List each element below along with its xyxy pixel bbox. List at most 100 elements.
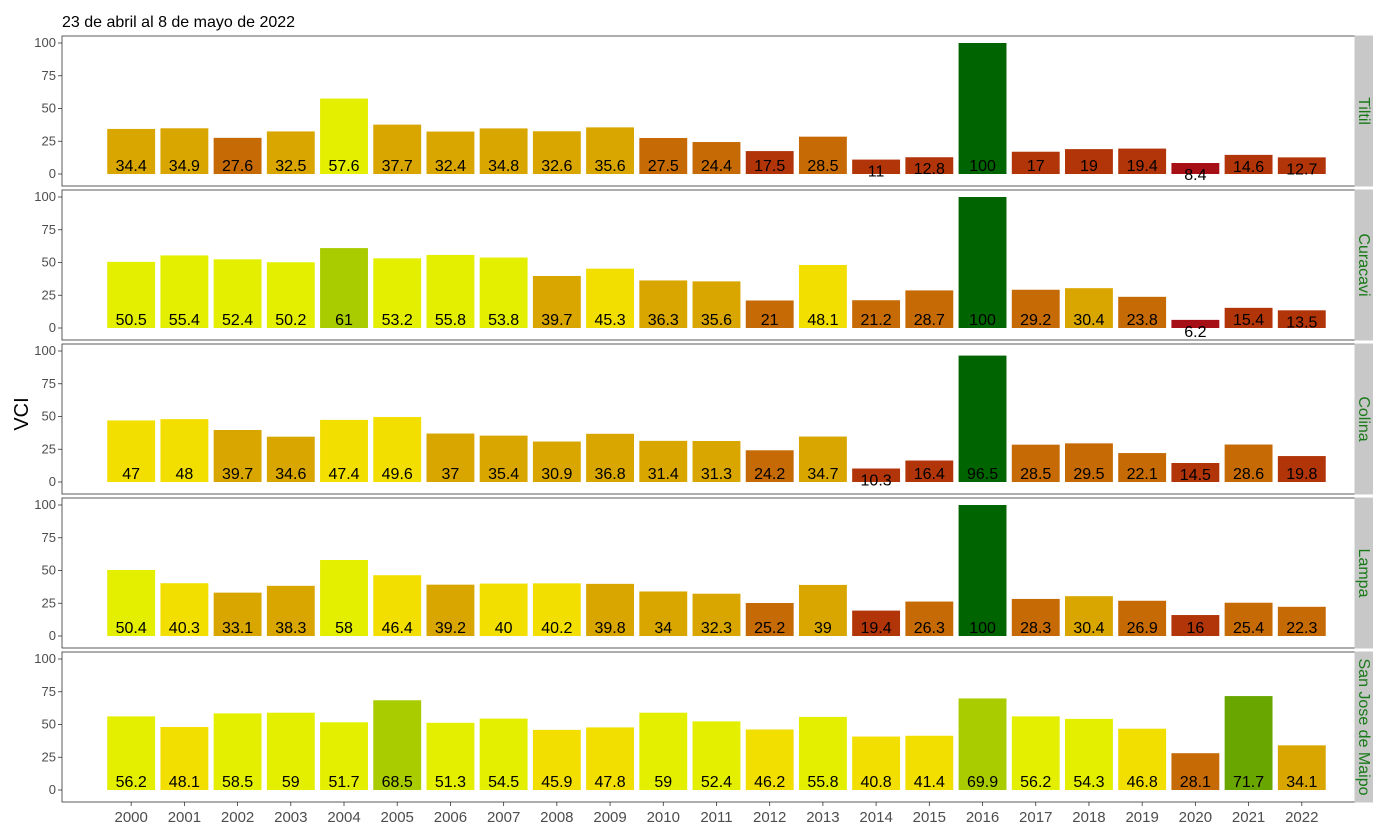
bar-2007	[479, 718, 528, 790]
bar-2008	[532, 275, 581, 328]
bar-2019	[1118, 600, 1167, 636]
data-label: 30.4	[1073, 312, 1104, 329]
y-tick-label: 0	[49, 628, 56, 643]
bar-2022	[1277, 745, 1326, 790]
bar-2010	[639, 137, 688, 174]
data-label: 34.4	[116, 158, 147, 175]
data-label: 19.4	[1127, 158, 1158, 175]
data-label: 58.5	[222, 774, 253, 791]
bar-2002	[213, 259, 262, 328]
bar-2012	[745, 602, 794, 636]
data-label: 28.5	[1020, 466, 1051, 483]
data-label: 56.2	[1020, 774, 1051, 791]
bar-2007	[479, 128, 528, 174]
data-label: 11	[868, 164, 885, 181]
data-label: 34.7	[807, 466, 838, 483]
data-label: 52.4	[222, 312, 253, 329]
data-label: 45.9	[541, 774, 572, 791]
data-label: 28.3	[1020, 620, 1051, 637]
data-label: 30.9	[541, 466, 572, 483]
bar-2001	[160, 726, 209, 790]
data-label: 34.6	[275, 466, 306, 483]
bar-2006	[426, 254, 475, 328]
bar-2001	[160, 128, 209, 174]
data-label: 50.4	[116, 620, 147, 637]
bar-2007	[479, 583, 528, 636]
bar-2003	[266, 585, 315, 636]
data-label: 36.8	[594, 466, 625, 483]
bar-2012	[745, 300, 794, 328]
bar-2018	[1065, 443, 1113, 482]
bar-2018	[1065, 596, 1113, 636]
x-tick-label: 2014	[859, 809, 892, 823]
y-tick-label: 25	[42, 749, 56, 764]
x-tick-label: 2001	[168, 809, 201, 823]
bar-2017	[1011, 444, 1060, 482]
data-label: 69.9	[967, 774, 998, 791]
bar-2009	[586, 583, 635, 636]
data-label: 52.4	[701, 774, 732, 791]
bar-2011	[692, 440, 741, 482]
facet-strip-label: Colina	[1355, 396, 1372, 441]
bar-2022	[1277, 456, 1326, 482]
data-label: 22.3	[1286, 620, 1317, 637]
y-tick-label: 0	[49, 474, 56, 489]
bar-2008	[532, 729, 581, 790]
bar-2015	[905, 460, 954, 482]
data-label: 27.5	[648, 158, 679, 175]
data-label: 40	[495, 620, 513, 637]
bar-2004	[320, 98, 368, 174]
bar-2016	[958, 698, 1007, 790]
y-tick-label: 50	[42, 101, 56, 116]
x-tick-label: 2005	[381, 809, 414, 823]
facet-panels: 0 25 50 75 100 34.4 34.9 27.6 32.5 57.6 37.7 32.4 34…	[34, 35, 1373, 803]
facet-strip	[1354, 189, 1373, 341]
data-label: 23.8	[1127, 312, 1158, 329]
panel-tiltil: 0 25 50 75 100 34.4 34.9 27.6 32.5 57.6 37.7 32.4 34…	[34, 35, 1373, 187]
bar-2017	[1011, 598, 1060, 636]
bar-2005	[373, 124, 422, 174]
facet-strip	[1354, 343, 1373, 495]
y-tick-label: 25	[42, 133, 56, 148]
bar-2021	[1224, 696, 1273, 790]
data-label: 55.4	[169, 312, 200, 329]
bar-2021	[1224, 444, 1273, 482]
x-tick-label: 2010	[647, 809, 680, 823]
bar-2019	[1118, 728, 1167, 790]
data-label: 33.1	[222, 620, 253, 637]
facet-strip-label: Lampa	[1355, 549, 1372, 598]
bar-2008	[532, 131, 581, 174]
bar-2006	[426, 433, 475, 482]
bar-2010	[639, 712, 688, 790]
y-tick-label: 100	[34, 497, 56, 512]
data-label: 39	[814, 620, 832, 637]
bar-2004	[320, 248, 368, 328]
x-tick-label: 2022	[1285, 809, 1318, 823]
bar-2009	[586, 727, 635, 790]
bar-2011	[692, 142, 741, 174]
data-label: 56.2	[116, 774, 147, 791]
y-tick-label: 75	[42, 222, 56, 237]
bar-2000	[107, 420, 156, 482]
bar-2010	[639, 280, 688, 328]
data-label: 39.7	[222, 466, 253, 483]
bar-2004	[320, 722, 368, 790]
bar-2005	[373, 417, 422, 482]
panel-colina: 0 25 50 75 100 47 48 39.7 34.6 47.4 49.6 37 35.4 30.9…	[34, 343, 1373, 495]
data-label: 24.4	[701, 158, 732, 175]
bar-2013	[798, 436, 847, 482]
panel-curacavi: 0 25 50 75 100 50.5 55.4 52.4 50.2 61 53.2 55.8 53.8…	[34, 189, 1373, 341]
x-tick-label: 2018	[1072, 809, 1105, 823]
data-label: 54.5	[488, 774, 519, 791]
bar-2020	[1171, 162, 1220, 174]
data-label: 47.8	[594, 774, 625, 791]
data-label: 55.8	[435, 312, 466, 329]
data-label: 12.7	[1286, 161, 1317, 178]
data-label: 21	[761, 312, 779, 329]
bar-2021	[1224, 602, 1273, 636]
facet-strip-label: San Jose de Maipo	[1355, 659, 1372, 796]
bar-2006	[426, 722, 475, 790]
bar-2010	[639, 591, 688, 636]
data-label: 47	[122, 466, 140, 483]
